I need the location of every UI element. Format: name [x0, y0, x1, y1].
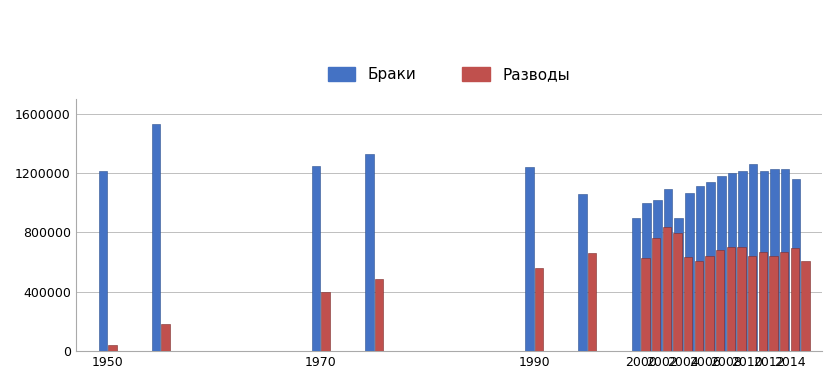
Bar [747, 257, 756, 351]
Legend: Браки, Разводы: Браки, Разводы [322, 61, 575, 89]
Bar [674, 218, 682, 351]
Bar [578, 194, 586, 351]
Bar [748, 164, 757, 351]
Bar [769, 169, 777, 351]
Bar [737, 247, 745, 351]
Bar [757, 252, 766, 351]
Bar [151, 124, 161, 351]
Bar [99, 171, 107, 351]
Bar [652, 200, 660, 351]
Bar [715, 250, 724, 351]
Bar [321, 292, 329, 351]
Bar [716, 176, 725, 351]
Bar [524, 167, 533, 351]
Bar [683, 257, 691, 351]
Bar [737, 171, 746, 351]
Bar [780, 169, 788, 351]
Bar [695, 186, 703, 351]
Bar [641, 202, 650, 351]
Bar [375, 280, 383, 351]
Bar [726, 173, 736, 351]
Bar [662, 227, 670, 351]
Bar [631, 218, 640, 351]
Bar [759, 171, 767, 351]
Bar [726, 247, 734, 351]
Bar [694, 262, 702, 351]
Bar [706, 182, 714, 351]
Bar [705, 256, 713, 351]
Bar [640, 258, 649, 351]
Bar [800, 260, 808, 351]
Bar [768, 256, 777, 351]
Bar [534, 268, 543, 351]
Bar [312, 166, 320, 351]
Bar [108, 345, 116, 351]
Bar [161, 324, 170, 351]
Bar [663, 189, 671, 351]
Bar [672, 233, 681, 351]
Bar [791, 179, 799, 351]
Bar [789, 248, 798, 351]
Bar [684, 193, 693, 351]
Bar [779, 252, 788, 351]
Bar [651, 238, 660, 351]
Bar [364, 154, 373, 351]
Bar [587, 253, 596, 351]
